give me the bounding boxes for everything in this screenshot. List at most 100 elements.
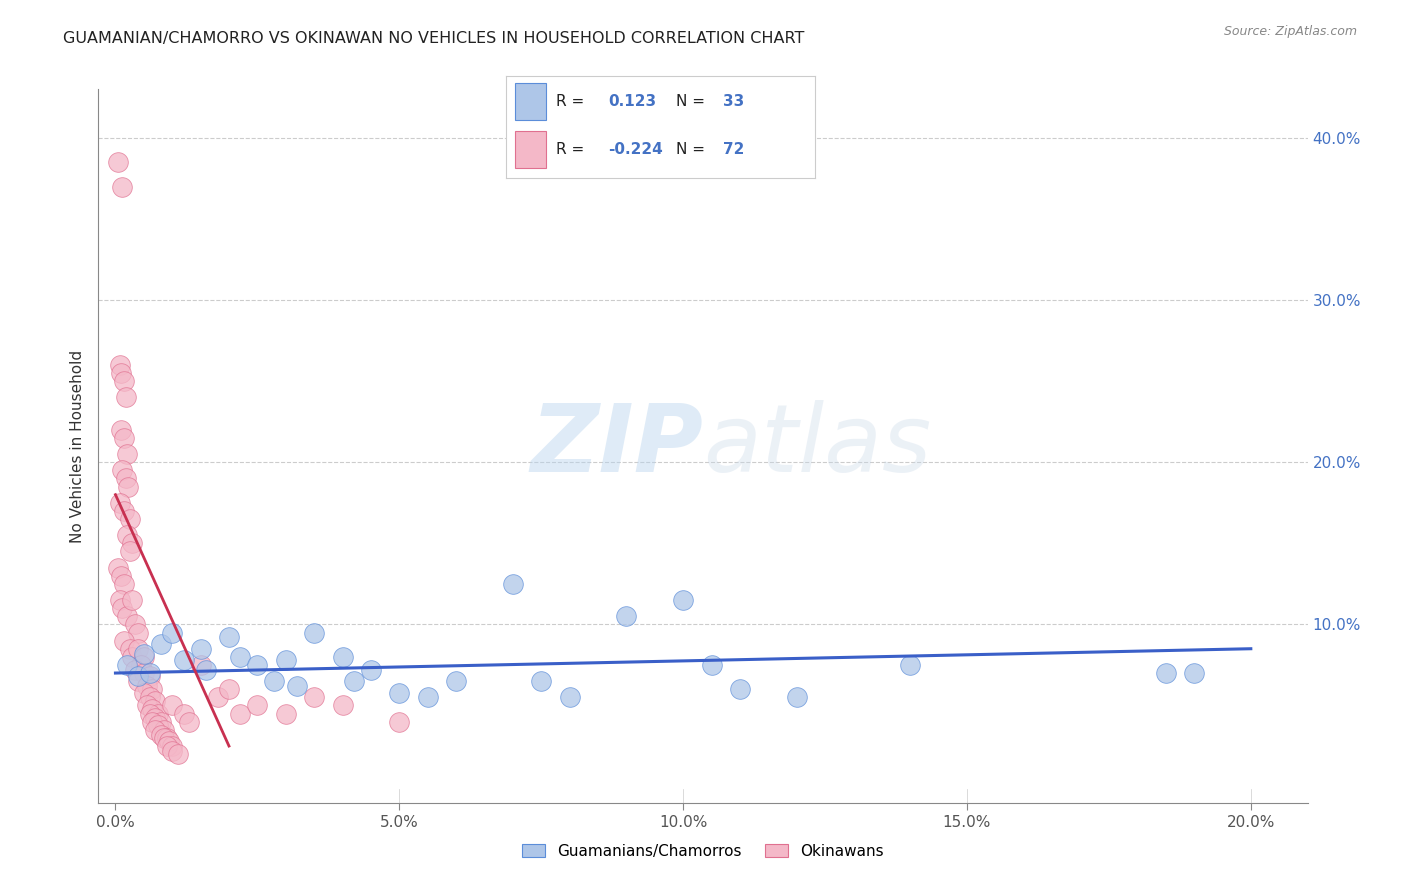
Point xyxy=(112,577,135,591)
Text: -0.224: -0.224 xyxy=(609,142,664,157)
Point xyxy=(246,657,269,672)
Point xyxy=(416,690,439,705)
Point xyxy=(111,463,134,477)
Point xyxy=(190,641,212,656)
Point xyxy=(121,593,143,607)
Text: ZIP: ZIP xyxy=(530,400,703,492)
Point xyxy=(157,734,180,748)
Point xyxy=(152,731,174,745)
Point xyxy=(558,690,581,705)
Point xyxy=(110,423,132,437)
Point xyxy=(112,431,135,445)
Point xyxy=(160,739,183,753)
Point xyxy=(112,504,135,518)
Point xyxy=(530,674,553,689)
Point xyxy=(195,663,218,677)
Point xyxy=(285,679,308,693)
Point xyxy=(786,690,808,705)
Point xyxy=(121,649,143,664)
Point xyxy=(127,641,149,656)
Point xyxy=(143,693,166,707)
Point xyxy=(108,496,131,510)
Point xyxy=(108,593,131,607)
Point xyxy=(132,666,155,681)
Point xyxy=(115,657,138,672)
Point xyxy=(229,649,252,664)
Point xyxy=(115,609,138,624)
Point xyxy=(332,698,354,713)
Point xyxy=(167,747,190,761)
Point xyxy=(173,706,195,721)
Point xyxy=(112,374,135,388)
Point xyxy=(132,649,155,664)
Point xyxy=(246,698,269,713)
Text: 72: 72 xyxy=(723,142,744,157)
Text: N =: N = xyxy=(676,94,706,109)
Point xyxy=(218,631,240,645)
Text: 33: 33 xyxy=(723,94,744,109)
Text: R =: R = xyxy=(555,142,583,157)
Point xyxy=(274,653,297,667)
Point xyxy=(135,679,157,693)
Text: atlas: atlas xyxy=(703,401,931,491)
Point xyxy=(138,706,160,721)
Text: R =: R = xyxy=(555,94,583,109)
Point xyxy=(155,739,177,753)
Point xyxy=(114,390,136,404)
Point xyxy=(360,663,382,677)
Point xyxy=(115,528,138,542)
Legend: Guamanians/Chamorros, Okinawans: Guamanians/Chamorros, Okinawans xyxy=(515,836,891,866)
Point xyxy=(112,633,135,648)
Point xyxy=(263,674,285,689)
Point xyxy=(127,674,149,689)
Point xyxy=(132,647,155,661)
Point xyxy=(114,471,136,485)
Point xyxy=(107,155,129,169)
Point xyxy=(160,625,183,640)
Point xyxy=(143,723,166,737)
Point xyxy=(115,447,138,461)
Point xyxy=(173,653,195,667)
Point xyxy=(138,669,160,683)
Text: 0.123: 0.123 xyxy=(609,94,657,109)
Point xyxy=(502,577,524,591)
Point xyxy=(108,358,131,372)
Point xyxy=(343,674,366,689)
Point xyxy=(117,479,139,493)
Point xyxy=(1154,666,1177,681)
Point xyxy=(190,657,212,672)
Y-axis label: No Vehicles in Household: No Vehicles in Household xyxy=(70,350,86,542)
Bar xyxy=(516,131,547,168)
Point xyxy=(127,669,149,683)
Point xyxy=(302,690,325,705)
Point xyxy=(110,366,132,380)
Point xyxy=(898,657,921,672)
Point xyxy=(207,690,229,705)
Point xyxy=(614,609,637,624)
Point xyxy=(229,706,252,721)
Point xyxy=(111,179,134,194)
Point xyxy=(124,617,146,632)
Point xyxy=(118,544,141,558)
Point xyxy=(160,698,183,713)
Point xyxy=(728,682,751,697)
Point xyxy=(143,711,166,725)
Point xyxy=(700,657,723,672)
Point xyxy=(388,714,411,729)
Text: Source: ZipAtlas.com: Source: ZipAtlas.com xyxy=(1223,25,1357,38)
Point xyxy=(388,685,411,699)
Point xyxy=(672,593,695,607)
Point xyxy=(135,698,157,713)
Point xyxy=(149,714,172,729)
Text: N =: N = xyxy=(676,142,706,157)
Point xyxy=(127,625,149,640)
Point xyxy=(152,723,174,737)
Point xyxy=(141,714,163,729)
Point xyxy=(274,706,297,721)
Point xyxy=(107,560,129,574)
Point xyxy=(110,568,132,582)
Point xyxy=(129,657,152,672)
Point xyxy=(149,728,172,742)
Point xyxy=(111,601,134,615)
Point xyxy=(138,666,160,681)
